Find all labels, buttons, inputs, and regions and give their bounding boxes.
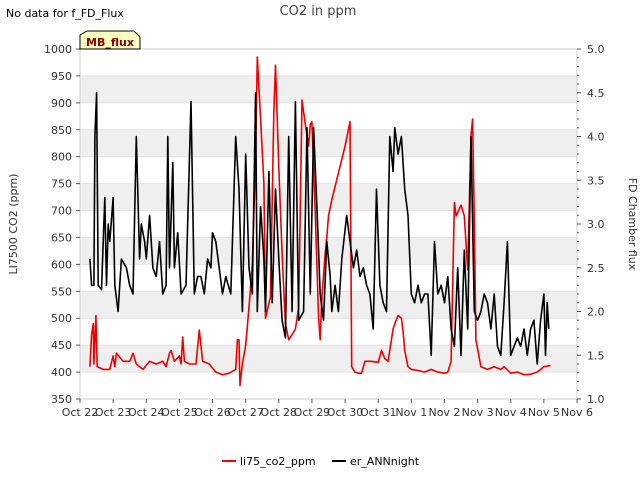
y-tick-label: 850 <box>51 124 72 137</box>
x-tick-label: Nov 2 <box>428 406 460 419</box>
y-tick-label: 350 <box>51 393 72 406</box>
right-y-axis-title: FD Chamber flux <box>626 178 639 271</box>
x-tick-label: Oct 28 <box>261 406 298 419</box>
x-tick-label: Oct 24 <box>128 406 165 419</box>
right-y-tick-label: 2.0 <box>587 306 605 319</box>
y-axis-title: LI7500 CO2 (ppm) <box>7 174 20 275</box>
series-li75-co2-ppm <box>90 57 551 385</box>
x-tick-label: Oct 30 <box>327 406 364 419</box>
right-y-tick-label: 3.0 <box>587 218 605 231</box>
legend-label-li75: li75_co2_ppm <box>240 455 316 468</box>
right-y-tick-label: 1.5 <box>587 349 605 362</box>
x-tick-label: Nov 4 <box>495 406 527 419</box>
legend-label-er-annnight: er_ANNnight <box>350 455 420 468</box>
right-y-tick-label: 4.0 <box>587 131 605 144</box>
grid-band <box>80 76 577 103</box>
y-tick-label: 950 <box>51 70 72 83</box>
x-tick-label: Nov 1 <box>395 406 427 419</box>
chart-title: CO2 in ppm <box>280 4 357 19</box>
right-y-tick-label: 5.0 <box>587 43 605 56</box>
right-y-tick-label: 4.5 <box>587 87 605 100</box>
x-tick-label: Oct 23 <box>95 406 132 419</box>
background-bands <box>80 76 577 399</box>
y-tick-label: 450 <box>51 339 72 352</box>
grid-band <box>80 184 577 211</box>
legend: li75_co2_ppm er_ANNnight <box>222 455 420 468</box>
no-data-note: No data for f_FD_Flux <box>6 7 124 20</box>
y-tick-label: 1000 <box>44 43 72 56</box>
flag-badge: MB_flux <box>80 31 140 49</box>
grid-band <box>80 130 577 157</box>
flag-badge-label: MB_flux <box>86 36 134 49</box>
right-y-tick-label: 1.0 <box>587 393 605 406</box>
x-tick-label: Oct 27 <box>227 406 264 419</box>
y-tick-label: 700 <box>51 205 72 218</box>
y-tick-label: 750 <box>51 178 72 191</box>
x-tick-label: Oct 26 <box>194 406 231 419</box>
y-tick-label: 400 <box>51 366 72 379</box>
series-layer <box>90 57 551 385</box>
y-tick-label: 600 <box>51 258 72 271</box>
x-tick-label: Oct 29 <box>294 406 331 419</box>
x-tick-label: Oct 25 <box>161 406 198 419</box>
y-tick-label: 500 <box>51 312 72 325</box>
x-tick-label: Nov 6 <box>561 406 593 419</box>
left-y-axis: 350 400 450 500 550 600 650 700 750 800 850 900 950 1… <box>44 43 80 406</box>
y-tick-label: 800 <box>51 151 72 164</box>
x-tick-label: Oct 31 <box>360 406 397 419</box>
y-tick-label: 650 <box>51 231 72 244</box>
co2-chart: 350 400 450 500 550 600 650 700 750 800 850 900 950 1… <box>0 0 640 480</box>
right-y-tick-label: 2.5 <box>587 262 605 275</box>
right-y-axis: 1.0 1.5 2.0 2.5 3.0 3.5 4.0 4.5 5.0 <box>577 43 605 406</box>
right-y-tick-label: 3.5 <box>587 174 605 187</box>
x-tick-label: Nov 5 <box>528 406 560 419</box>
grid-band <box>80 291 577 318</box>
x-tick-label: Oct 22 <box>62 406 99 419</box>
x-tick-label: Nov 3 <box>462 406 494 419</box>
y-tick-label: 550 <box>51 285 72 298</box>
y-tick-label: 900 <box>51 97 72 110</box>
